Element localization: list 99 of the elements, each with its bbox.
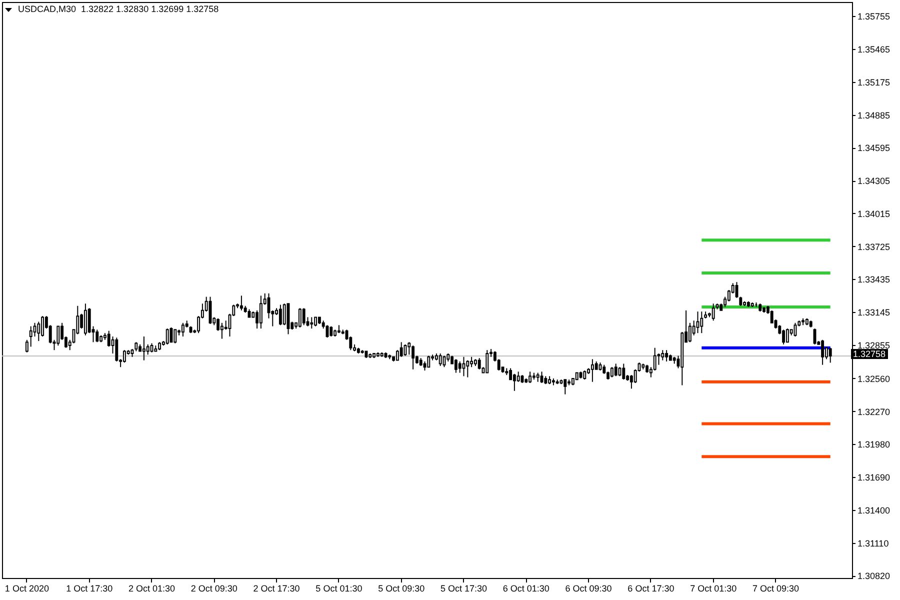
candlestick <box>107 330 110 348</box>
candlestick <box>259 295 262 330</box>
y-tick-label: 1.33435 <box>858 274 890 285</box>
y-tick-label: 1.34595 <box>858 143 890 154</box>
candlestick <box>330 326 333 337</box>
candlestick <box>486 350 489 374</box>
candlestick <box>782 329 786 345</box>
candlestick <box>610 366 614 378</box>
candlestick <box>115 337 118 362</box>
y-tick-label: 1.31690 <box>858 472 890 483</box>
candlestick <box>310 316 314 330</box>
y-tick-label: 1.34305 <box>858 176 890 186</box>
x-tick-label: 1 Oct 17:30 <box>66 584 113 594</box>
candlestick <box>166 328 169 345</box>
candlestick <box>412 345 415 370</box>
x-tick-label: 5 Oct 17:30 <box>440 584 488 594</box>
candlestick <box>478 358 481 370</box>
candlestick <box>618 366 622 377</box>
candlestick <box>509 368 512 380</box>
candlestick <box>396 350 399 361</box>
candlestick <box>466 360 470 378</box>
y-tick-label: 1.31980 <box>858 440 890 450</box>
candlestick <box>282 303 286 326</box>
y-tick-label: 1.34015 <box>858 208 890 219</box>
candlestick <box>470 356 474 368</box>
candlestick <box>512 373 516 392</box>
candlestick <box>821 339 824 366</box>
x-tick-label: 5 Oct 09:30 <box>378 584 425 594</box>
y-tick-label: 1.32270 <box>858 406 890 417</box>
candlestick <box>653 347 656 372</box>
candlestick <box>423 360 426 372</box>
candlestick <box>564 379 567 395</box>
candlestick <box>614 363 618 377</box>
y-tick-label: 1.35465 <box>858 44 890 55</box>
x-tick-label: 6 Oct 09:30 <box>565 584 612 594</box>
candlestick <box>302 308 306 326</box>
candlestick <box>142 336 146 361</box>
x-tick-label: 7 Oct 09:30 <box>752 584 800 594</box>
candlestick <box>590 358 594 382</box>
x-tick-label: 7 Oct 01:30 <box>690 584 737 594</box>
candlestick <box>665 350 668 362</box>
candlestick <box>216 318 220 332</box>
candlestick <box>712 303 715 322</box>
y-tick-label: 1.30820 <box>858 571 890 582</box>
candlestick <box>181 322 184 337</box>
y-tick-label: 1.31110 <box>858 538 889 548</box>
x-tick-label: 2 Oct 01:30 <box>128 584 176 594</box>
chart-title: USDCAD,M30 1.32822 1.32830 1.32699 1.32758 <box>18 4 219 15</box>
y-tick-label: 1.33145 <box>858 308 890 318</box>
candlestick <box>516 371 520 382</box>
candlestick <box>661 350 664 361</box>
candlestick <box>540 371 544 384</box>
y-tick-label: 1.33725 <box>858 242 890 252</box>
x-tick-label: 1 Oct 2020 <box>4 584 49 594</box>
candlestick <box>427 355 430 368</box>
candlestick <box>408 342 411 356</box>
candlestick <box>96 329 99 343</box>
candlestick <box>298 308 302 328</box>
candlestick <box>786 328 789 343</box>
candlestick <box>528 371 532 384</box>
candlestick <box>314 316 318 327</box>
candlestick <box>794 322 797 337</box>
y-tick-label: 1.32855 <box>858 340 890 350</box>
candlestick <box>828 347 832 364</box>
candlestick <box>29 326 32 348</box>
candlestick <box>25 339 28 353</box>
y-tick-label: 1.35755 <box>858 12 890 22</box>
candlestick <box>220 322 224 340</box>
candlestick <box>80 313 84 330</box>
candlestick <box>462 356 466 377</box>
candlestick <box>458 360 462 374</box>
x-tick-label: 2 Oct 09:30 <box>190 584 238 594</box>
y-tick-label: 1.34885 <box>858 110 890 120</box>
candlestick <box>438 352 442 366</box>
candlestick <box>122 350 126 364</box>
y-tick-label: 1.32560 <box>858 374 890 384</box>
y-tick-label: 1.31400 <box>858 505 890 516</box>
candlestick <box>536 372 540 382</box>
candlestick <box>400 342 403 358</box>
candlestick <box>700 311 704 334</box>
candlestick <box>41 316 44 337</box>
x-tick-label: 5 Oct 01:30 <box>316 584 362 594</box>
candlestick <box>146 344 150 356</box>
candlestick <box>696 311 700 334</box>
y-tick-label: 1.35175 <box>858 77 890 88</box>
candlestick <box>622 363 626 380</box>
ref-line-label: 1.32758 <box>851 348 888 359</box>
candlestick <box>84 303 87 336</box>
candlestick <box>454 358 458 374</box>
candlestick <box>56 326 60 346</box>
x-tick-label: 2 Oct 17:30 <box>253 584 300 594</box>
candlestick <box>88 308 91 334</box>
x-tick-label: 6 Oct 01:30 <box>502 584 550 594</box>
x-tick-label: 6 Oct 17:30 <box>628 584 674 594</box>
candlestick <box>688 322 692 343</box>
candlestick <box>583 370 586 380</box>
candlestick <box>278 304 282 326</box>
candlestick <box>240 295 243 311</box>
candlestick <box>174 329 177 344</box>
